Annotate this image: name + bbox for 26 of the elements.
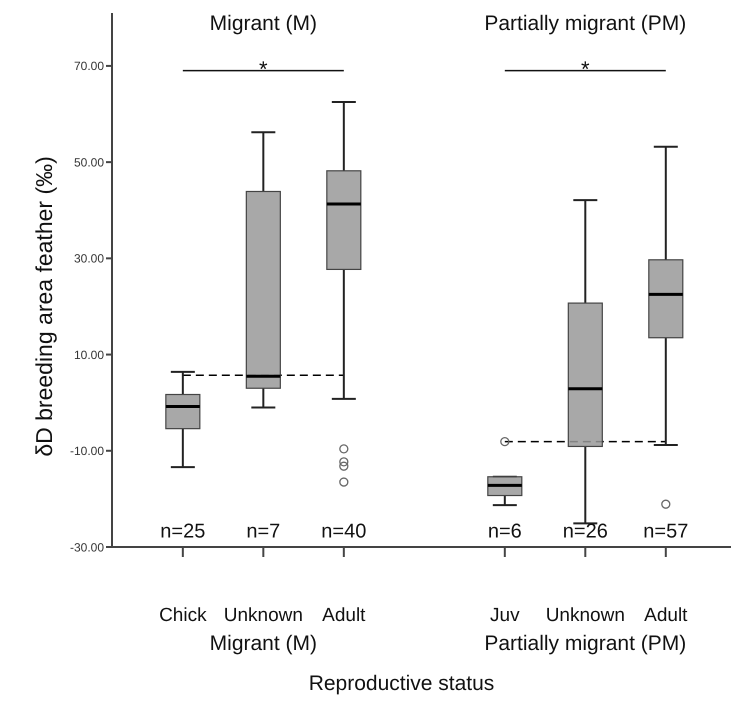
y-tick-label: 30.00 [74, 252, 104, 266]
x-tick-label: Juv [490, 605, 520, 626]
annotation: n=25 [160, 520, 206, 542]
annotation: * [581, 56, 590, 82]
annotation: n=6 [488, 520, 522, 542]
annotation: n=7 [246, 520, 280, 542]
x-axis-title: Reproductive status [308, 672, 494, 695]
y-tick-label: -10.00 [70, 444, 104, 458]
y-tick-label: 50.00 [74, 155, 104, 170]
y-tick-label: 10.00 [74, 348, 104, 362]
x-tick-label: Unknown [546, 605, 625, 626]
text: Migrant (M) [210, 632, 317, 655]
y-tick-label: 70.00 [74, 59, 104, 74]
annotation: n=57 [643, 520, 688, 542]
annotation: Migrant (M) [210, 12, 317, 35]
text: Partially migrant (PM) [484, 632, 686, 655]
x-tick-label: Adult [644, 605, 688, 626]
y-axis-title: δD breeding area feather (‰) [31, 156, 58, 457]
annotation: * [259, 56, 268, 82]
x-tick-label: Chick [159, 605, 208, 626]
y-tick-label: -30.00 [70, 540, 104, 554]
annotation: Partially migrant (PM) [484, 12, 686, 35]
x-tick-label: Adult [322, 605, 366, 626]
x-tick-label: Unknown [224, 605, 303, 626]
annotation: n=40 [321, 520, 366, 542]
annotation: n=26 [562, 520, 608, 542]
